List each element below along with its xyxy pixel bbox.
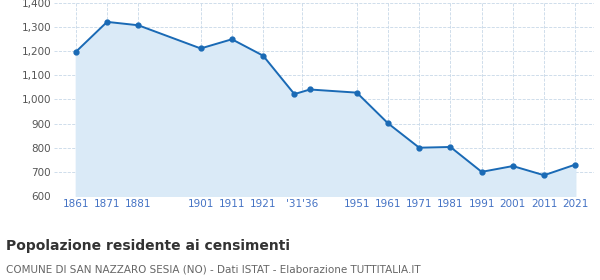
Text: Popolazione residente ai censimenti: Popolazione residente ai censimenti	[6, 239, 290, 253]
Text: COMUNE DI SAN NAZZARO SESIA (NO) - Dati ISTAT - Elaborazione TUTTITALIA.IT: COMUNE DI SAN NAZZARO SESIA (NO) - Dati …	[6, 265, 421, 275]
